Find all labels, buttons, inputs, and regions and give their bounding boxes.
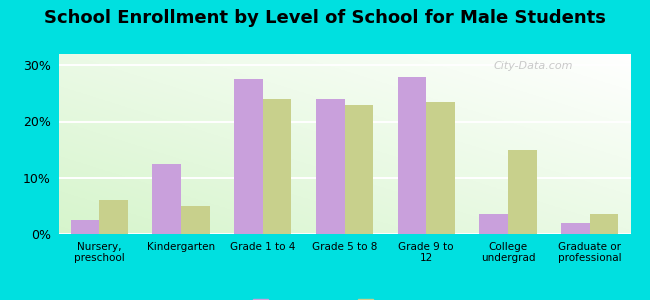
Bar (263, 99, 291, 234)
Bar (71, 220, 99, 234)
Bar (99, 200, 128, 234)
Bar (234, 79, 263, 234)
Bar (426, 102, 455, 234)
Legend: Dunnville, Kentucky: Dunnville, Kentucky (248, 294, 441, 300)
Bar (508, 150, 536, 234)
Bar (316, 99, 344, 234)
Text: School Enrollment by Level of School for Male Students: School Enrollment by Level of School for… (44, 9, 606, 27)
Bar (561, 223, 590, 234)
Bar (398, 76, 426, 234)
Bar (479, 214, 508, 234)
Bar (590, 214, 618, 234)
Bar (181, 206, 210, 234)
Bar (153, 164, 181, 234)
Text: City-Data.com: City-Data.com (493, 61, 573, 71)
Bar (344, 105, 373, 234)
